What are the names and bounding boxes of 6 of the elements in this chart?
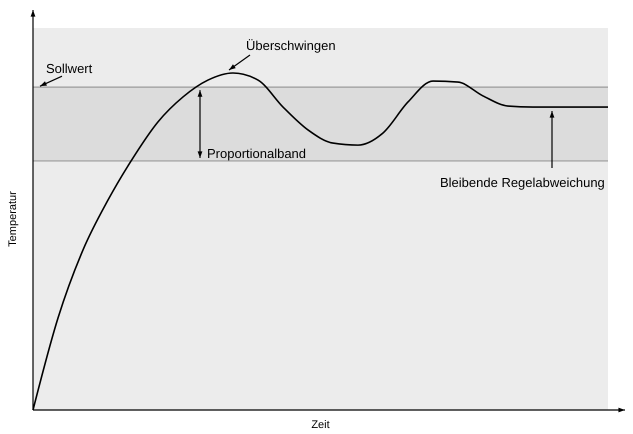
text: Überschwingen bbox=[246, 38, 336, 53]
band-label: Proportionalband bbox=[207, 146, 306, 161]
x-axis-title: Zeit bbox=[311, 419, 330, 431]
ref-line-label: Sollwert bbox=[46, 61, 93, 76]
y-axis-title: Temperatur bbox=[7, 190, 19, 247]
annotation: Bleibende Regelabweichung bbox=[440, 175, 605, 190]
